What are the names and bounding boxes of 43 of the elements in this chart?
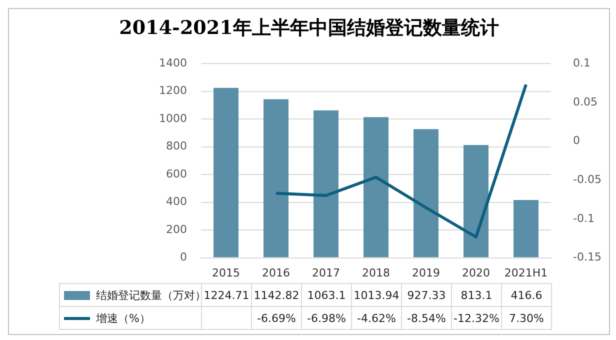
chart-title: 2014-2021年上半年中国结婚登记数量统计	[118, 16, 500, 41]
bar	[214, 88, 238, 258]
bar	[514, 200, 538, 258]
data-label: 813.1	[452, 284, 502, 306]
data-label: 1224.71	[202, 284, 252, 306]
data-label: 7.30%	[502, 306, 552, 330]
y2-tick-label: -0.05	[573, 172, 602, 186]
data-label: -8.54%	[402, 306, 452, 330]
bar	[314, 110, 338, 258]
y2-tick-label: -0.15	[573, 250, 602, 264]
y2-tick-label: 0	[573, 134, 580, 148]
data-label: 1013.94	[352, 284, 402, 306]
y-tick-label: 1000	[159, 112, 187, 125]
y-tick-label: 800	[166, 140, 187, 153]
data-label: 416.6	[502, 284, 552, 306]
bar	[364, 117, 388, 258]
y-tick-label: 600	[166, 167, 187, 180]
x-tick-label: 2020	[462, 266, 490, 280]
y-tick-label: 1200	[159, 84, 187, 98]
x-tick-label: 2019	[412, 266, 440, 280]
bar	[414, 129, 438, 258]
x-tick-label: 2018	[362, 266, 390, 280]
x-tick-label: 2016	[262, 266, 290, 280]
data-label: 1142.82	[252, 284, 302, 306]
y2-tick-label: 0.1	[573, 56, 590, 70]
x-tick-label: 2017	[312, 266, 340, 280]
legend-label: 增速（%）	[96, 312, 150, 324]
bar	[464, 145, 488, 258]
data-label: 1063.1	[302, 284, 352, 306]
x-tick-label: 2015	[212, 266, 240, 280]
data-label: -12.32%	[452, 306, 502, 330]
bar	[264, 99, 288, 258]
y-tick-label: 200	[166, 222, 187, 236]
x-tick-label: 2021H1	[504, 266, 548, 280]
data-label: -4.62%	[352, 306, 402, 330]
y-tick-label: 0	[180, 250, 187, 264]
data-label: -6.69%	[252, 306, 302, 330]
y2-tick-label: -0.1	[573, 212, 594, 225]
y-tick-label: 1400	[159, 56, 187, 70]
y-tick-label: 400	[166, 195, 187, 208]
data-label: 927.33	[402, 284, 452, 306]
y2-tick-label: 0.05	[573, 95, 598, 108]
data-label: -6.98%	[302, 306, 352, 330]
